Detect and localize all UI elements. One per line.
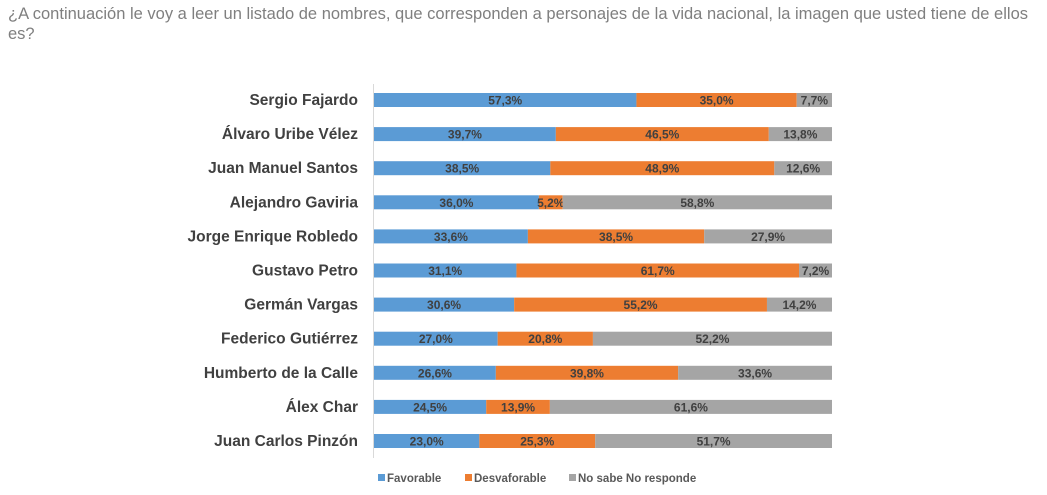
data-label: 46,5% bbox=[645, 128, 679, 142]
data-label: 51,7% bbox=[697, 435, 731, 449]
data-label: 52,2% bbox=[695, 332, 729, 346]
data-label: 55,2% bbox=[624, 298, 658, 312]
data-label: 38,5% bbox=[599, 230, 633, 244]
data-label: 57,3% bbox=[488, 94, 522, 108]
data-label: 12,6% bbox=[786, 162, 820, 176]
legend-label: Favorable bbox=[387, 473, 441, 485]
data-label: 13,9% bbox=[501, 400, 535, 414]
data-label: 27,0% bbox=[419, 332, 453, 346]
bar-segment-desvaforable bbox=[516, 263, 800, 278]
legend-swatch bbox=[378, 474, 385, 481]
bar-segment-favorable bbox=[374, 263, 517, 278]
data-label: 7,2% bbox=[802, 264, 830, 278]
bar-segment-desvaforable bbox=[479, 434, 596, 448]
bar-segment-desvaforable bbox=[486, 399, 550, 414]
bar-segment-favorable bbox=[374, 399, 487, 414]
bar-segment-desvaforable bbox=[495, 365, 679, 380]
bar-segment-desvaforable bbox=[550, 161, 775, 176]
chart-title: ¿A continuación le voy a leer un listado… bbox=[8, 5, 1028, 43]
data-label: 30,6% bbox=[427, 298, 461, 312]
data-label: 38,5% bbox=[445, 162, 479, 176]
bar-segment-no-sabe-no-responde bbox=[549, 399, 832, 414]
category-label: Federico Gutiérrez bbox=[221, 331, 358, 348]
bar-segment-favorable bbox=[374, 297, 515, 312]
bar-segment-no-sabe-no-responde bbox=[799, 263, 832, 278]
data-label: 26,6% bbox=[418, 366, 452, 380]
bar-segment-favorable bbox=[374, 434, 480, 448]
bar-segment-no-sabe-no-responde bbox=[678, 365, 832, 380]
data-label: 61,6% bbox=[674, 400, 708, 414]
category-label: Gustavo Petro bbox=[252, 263, 358, 280]
bar-segment-no-sabe-no-responde bbox=[768, 127, 832, 142]
category-label: Álex Char bbox=[286, 399, 358, 416]
legend-label: Desvaforable bbox=[474, 473, 546, 485]
bar-segment-favorable bbox=[374, 331, 498, 346]
data-label: 39,8% bbox=[570, 366, 604, 380]
data-label: 36,0% bbox=[439, 196, 473, 210]
bar-segment-no-sabe-no-responde bbox=[796, 93, 832, 107]
category-label: Alejandro Gaviria bbox=[230, 194, 359, 211]
data-label: 31,1% bbox=[428, 264, 462, 278]
bar-segment-favorable bbox=[374, 161, 551, 176]
bar-segment-desvaforable bbox=[636, 93, 797, 107]
category-label: Álvaro Uribe Vélez bbox=[222, 126, 358, 143]
data-label: 20,8% bbox=[528, 332, 562, 346]
bar-segment-desvaforable bbox=[527, 229, 705, 244]
bar-segment-favorable bbox=[374, 127, 556, 142]
data-label: 14,2% bbox=[782, 298, 816, 312]
data-label: 39,7% bbox=[448, 128, 482, 142]
category-label: Jorge Enrique Robledo bbox=[187, 228, 358, 245]
data-label: 24,5% bbox=[413, 400, 447, 414]
data-label: 33,6% bbox=[434, 230, 468, 244]
category-label: Juan Manuel Santos bbox=[208, 160, 358, 177]
bar-segment-desvaforable bbox=[497, 331, 593, 346]
data-label: 58,8% bbox=[680, 196, 714, 210]
data-label: 35,0% bbox=[700, 94, 734, 108]
bar-segment-no-sabe-no-responde bbox=[766, 297, 832, 312]
data-label: 33,6% bbox=[738, 366, 772, 380]
data-label: 48,9% bbox=[645, 162, 679, 176]
bar-segment-no-sabe-no-responde bbox=[774, 161, 832, 176]
category-label: Germán Vargas bbox=[244, 297, 358, 314]
data-label: 7,7% bbox=[801, 94, 829, 108]
category-label: Sergio Fajardo bbox=[249, 92, 358, 109]
legend-swatch bbox=[465, 474, 472, 481]
bar-segment-favorable bbox=[374, 365, 496, 380]
data-label: 27,9% bbox=[751, 230, 785, 244]
bar-segment-favorable bbox=[374, 195, 539, 210]
bar-segment-no-sabe-no-responde bbox=[595, 434, 832, 448]
data-label: 61,7% bbox=[641, 264, 675, 278]
category-label: Humberto de la Calle bbox=[204, 365, 359, 382]
bar-segment-desvaforable bbox=[514, 297, 767, 312]
bar-segment-no-sabe-no-responde bbox=[704, 229, 832, 244]
bar-segment-no-sabe-no-responde bbox=[562, 195, 832, 210]
data-label: 23,0% bbox=[410, 435, 444, 449]
legend-label: No sabe No responde bbox=[578, 473, 696, 485]
data-label: 25,3% bbox=[520, 435, 554, 449]
legend-swatch bbox=[569, 474, 576, 481]
category-label: Juan Carlos Pinzón bbox=[214, 433, 358, 450]
data-label: 5,2% bbox=[537, 196, 565, 210]
bar-segment-favorable bbox=[374, 93, 637, 107]
bar-segment-desvaforable bbox=[538, 195, 563, 210]
bar-segment-desvaforable bbox=[555, 127, 769, 142]
data-label: 13,8% bbox=[783, 128, 817, 142]
bar-segment-no-sabe-no-responde bbox=[592, 331, 832, 346]
bar-segment-favorable bbox=[374, 229, 528, 244]
